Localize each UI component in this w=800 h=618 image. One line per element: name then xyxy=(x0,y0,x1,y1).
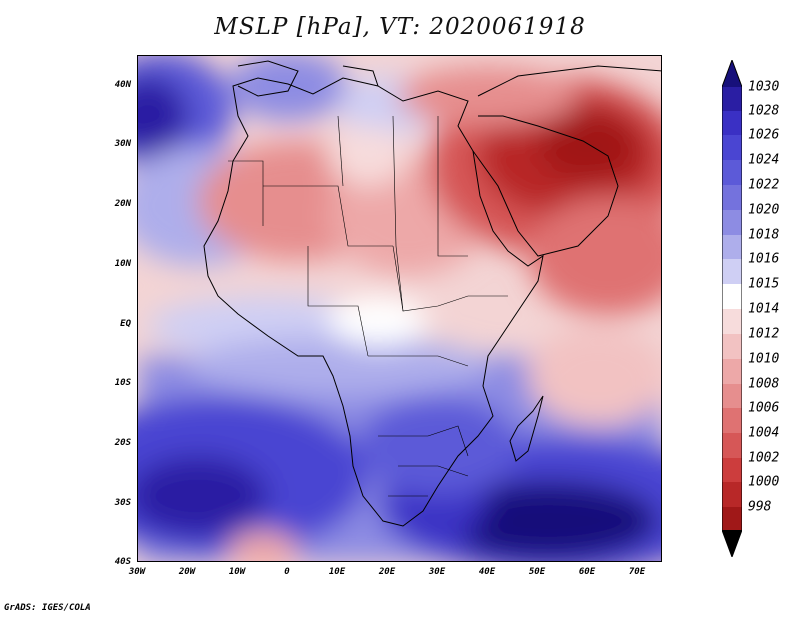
colorbar-label-1004: 1004 xyxy=(748,425,780,441)
colorbar-label-1010: 1010 xyxy=(748,351,780,367)
colorbar-label-1006: 1006 xyxy=(748,400,780,416)
colorbar-label-1008: 1008 xyxy=(748,376,780,392)
colorbar-cell xyxy=(722,135,742,160)
colorbar xyxy=(722,60,742,557)
lat-label-30n: 30N xyxy=(114,139,131,149)
colorbar-label-1018: 1018 xyxy=(748,227,780,243)
colorbar-cell xyxy=(722,284,742,309)
pressure-field xyxy=(138,56,661,561)
lon-label-60e: 60E xyxy=(578,567,596,577)
lon-label-40e: 40E xyxy=(478,567,496,577)
colorbar-cell xyxy=(722,334,742,359)
lon-label-10e: 10E xyxy=(328,567,346,577)
lat-label-20n: 20N xyxy=(114,199,131,209)
colorbar-cell xyxy=(722,210,742,235)
colorbar-label-998: 998 xyxy=(748,499,772,515)
lon-label-30w: 30W xyxy=(128,567,146,577)
colorbar-cell xyxy=(722,60,742,87)
lat-label-20s: 20S xyxy=(114,438,131,448)
country-borders xyxy=(228,115,508,497)
colorbar-label-1012: 1012 xyxy=(748,326,780,342)
colorbar-cell xyxy=(722,458,742,482)
colorbar-cell xyxy=(722,111,742,135)
colorbar-label-1030: 1030 xyxy=(748,79,780,95)
lon-label-0: 0 xyxy=(284,567,290,577)
map-canvas xyxy=(138,56,661,561)
colorbar-cell xyxy=(722,359,742,384)
colorbar-label-1014: 1014 xyxy=(748,301,780,317)
lat-label-10s: 10S xyxy=(114,378,131,388)
colorbar-cell xyxy=(722,185,742,210)
lon-label-30e: 30E xyxy=(428,567,446,577)
coastlines xyxy=(203,60,661,527)
colorbar-label-1016: 1016 xyxy=(748,251,780,267)
colorbar-label-1028: 1028 xyxy=(748,103,780,119)
pressure-map xyxy=(137,55,662,562)
colorbar-cell xyxy=(722,433,742,458)
lon-label-10w: 10W xyxy=(228,567,246,577)
lat-label-40s: 40S xyxy=(114,557,131,567)
chart-title: MSLP [hPa], VT: 2020061918 xyxy=(214,14,586,40)
colorbar-cell xyxy=(722,259,742,284)
colorbar-label-1002: 1002 xyxy=(748,450,780,466)
colorbar-cell xyxy=(722,87,742,111)
colorbar-label-1024: 1024 xyxy=(748,152,780,168)
lon-label-50e: 50E xyxy=(528,567,546,577)
colorbar-cell xyxy=(722,235,742,259)
colorbar-cell xyxy=(722,482,742,507)
colorbar-cell xyxy=(722,507,742,530)
colorbar-cell xyxy=(722,408,742,433)
lon-label-20e: 20E xyxy=(378,567,396,577)
lon-label-20w: 20W xyxy=(178,567,196,577)
colorbar-cell xyxy=(722,530,742,557)
colorbar-cell xyxy=(722,309,742,334)
colorbar-cell xyxy=(722,160,742,185)
colorbar-label-1020: 1020 xyxy=(748,202,780,218)
lat-label-10n: 10N xyxy=(114,259,131,269)
colorbar-label-1022: 1022 xyxy=(748,177,780,193)
lon-label-70e: 70E xyxy=(628,567,646,577)
colorbar-cell xyxy=(722,384,742,408)
colorbar-label-1000: 1000 xyxy=(748,474,780,490)
lat-label-40n: 40N xyxy=(114,80,131,90)
colorbar-label-1015: 1015 xyxy=(748,276,780,292)
colorbar-label-1026: 1026 xyxy=(748,127,780,143)
lat-label-30s: 30S xyxy=(114,498,131,508)
lat-label-eq: EQ xyxy=(120,319,131,329)
grads-credit: GrADS: IGES/COLA xyxy=(4,603,91,613)
